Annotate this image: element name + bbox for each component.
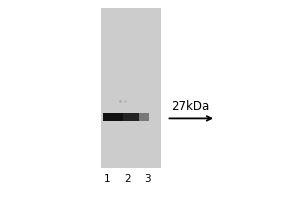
Text: 27kDa: 27kDa [171,100,209,113]
Bar [103,113,123,121]
Text: 2: 2 [124,174,131,184]
Text: 1: 1 [104,174,110,184]
Text: 3: 3 [144,174,151,184]
Bar [139,113,149,121]
Bar [122,113,139,121]
Bar [100,8,160,168]
